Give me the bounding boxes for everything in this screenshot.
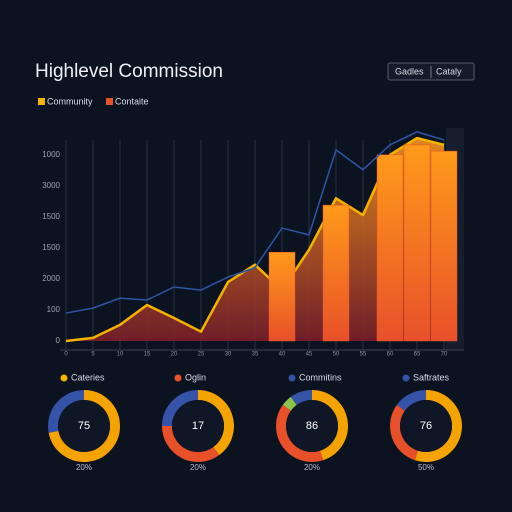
bar (403, 144, 431, 342)
y-tick-label: 3000 (42, 181, 60, 190)
donut-title: Cateries (71, 372, 105, 382)
bar (268, 252, 296, 342)
legend-label: Community (47, 96, 93, 106)
donut-hole (58, 400, 110, 452)
chart-title: Highlevel Commission (35, 61, 223, 82)
y-tick-label: 2000 (42, 274, 60, 283)
legend-marker (38, 98, 45, 105)
y-tick-label: 1500 (42, 243, 60, 252)
donut-center: 75 (78, 420, 90, 432)
donut-segment (48, 390, 120, 462)
x-tick-label: 40 (279, 352, 286, 358)
donut-footer: 20% (190, 463, 206, 472)
legend-marker (106, 98, 113, 105)
x-tick-label: 15 (144, 352, 151, 358)
donut-segment (290, 390, 313, 406)
x-tick-label: 55 (360, 352, 367, 358)
x-tick-label: 5 (91, 352, 95, 358)
y-tick-label: 100 (47, 305, 61, 314)
donut-footer: 50% (418, 463, 434, 472)
donut-hole (172, 400, 224, 452)
donut-footer: 20% (76, 463, 92, 472)
donut-center: 17 (192, 420, 204, 432)
y-tick-label: 1000 (42, 150, 60, 159)
donut-segment (162, 390, 199, 427)
donut-title: Oglin (185, 372, 206, 382)
donut-center: 86 (306, 420, 318, 432)
dropdown-label[interactable]: Gadles (395, 66, 424, 76)
donut-segment (390, 404, 419, 461)
x-tick-label: 70 (441, 352, 448, 358)
legend-marker (402, 374, 410, 382)
legend-label: Contaite (115, 96, 149, 106)
x-tick-label: 45 (306, 352, 313, 358)
donut-segment (48, 390, 85, 433)
legend-marker (288, 374, 296, 382)
y-tick-label: 0 (56, 336, 61, 345)
donut-segment (414, 390, 462, 462)
x-tick-label: 65 (414, 352, 421, 358)
y-tick-label: 1500 (42, 212, 60, 221)
line (65, 131, 445, 314)
bar (322, 204, 350, 342)
donut-segment (282, 396, 297, 411)
donut-segment (276, 404, 324, 462)
x-tick-label: 0 (64, 352, 68, 358)
legend-marker (174, 374, 182, 382)
donut-center: 76 (420, 420, 432, 432)
x-tick-label: 35 (252, 352, 259, 358)
donut-footer: 20% (304, 463, 320, 472)
donut-title: Commitins (299, 372, 342, 382)
x-tick-label: 10 (117, 352, 124, 358)
donut-segment (197, 390, 234, 456)
x-tick-label: 60 (387, 352, 394, 358)
x-tick-label: 20 (171, 352, 178, 358)
x-tick-label: 30 (225, 352, 232, 358)
legend-marker (60, 374, 68, 382)
donut-segment (162, 425, 220, 462)
bar (430, 150, 458, 342)
dropdown-label[interactable]: Cataly (436, 66, 462, 76)
x-tick-label: 25 (198, 352, 205, 358)
donut-hole (286, 400, 338, 452)
donut-segment (396, 390, 427, 411)
donut-title: Saftrates (413, 372, 450, 382)
dropdown[interactable]: Gadles Cataly (387, 62, 475, 81)
area (66, 138, 444, 341)
bar (376, 154, 404, 342)
donut-segment (311, 390, 348, 461)
x-tick-label: 50 (333, 352, 340, 358)
donut-hole (400, 400, 452, 452)
